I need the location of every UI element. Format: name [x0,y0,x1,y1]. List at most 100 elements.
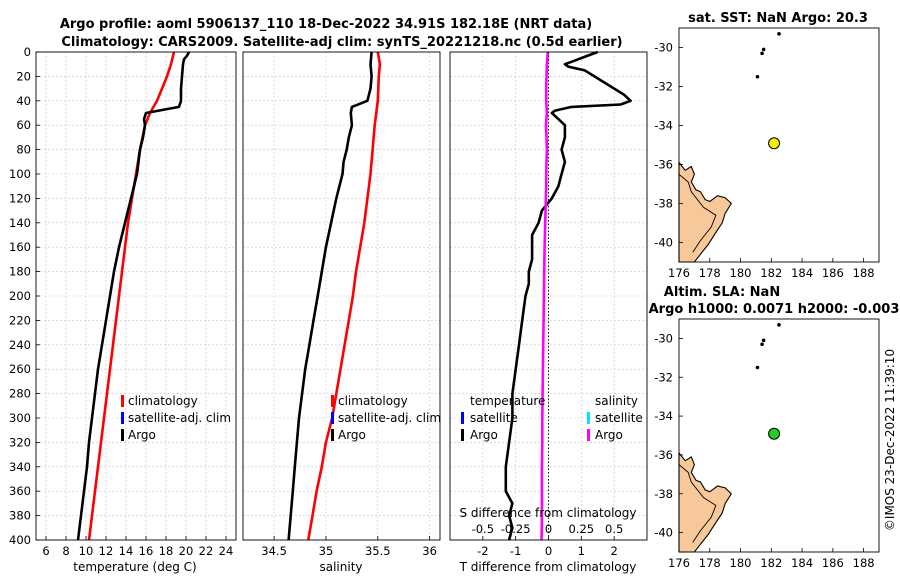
difference-panel: -2 -1 0 1 2 -0.5 -0.25 0 0.25 0.5 [449,50,648,558]
map-y-tick-label: -40 [654,526,673,540]
map-x-tick-label: 180 [730,556,752,570]
y-tick-label: 120 [9,191,31,205]
x-tick-label: 1 [578,544,585,558]
y-tick-label: 180 [9,265,31,279]
legend-climatology-label: climatology [128,394,198,408]
y-tick-label: 300 [9,411,31,425]
diff-legend-temperature-title: temperature [470,394,545,408]
x-tick-label: -1 [510,544,521,558]
sst-map-title: sat. SST: NaN Argo: 20.3 [688,11,868,26]
track-point [761,338,766,343]
y-tick-label: 140 [9,216,31,230]
x-tick-label: 34.5 [261,544,287,558]
series-line-climatology [87,51,176,541]
x-tick-label: 8 [62,544,69,558]
s-difference-xlabel: S difference from climatology [460,506,637,520]
y-tick-label: 360 [9,484,31,498]
x-tick-label: 0 [545,544,552,558]
sla-map-panel: 176 178 180 182 184 186 188 -40 -38 -36 -34 -32 -30 [654,318,880,570]
series-line-argo [287,51,373,541]
track-point [760,51,764,56]
map-y-tick-label: -40 [654,236,673,250]
map-y-tick-label: -38 [654,197,673,211]
y-tick-label: 240 [9,338,31,352]
diff-legend-s-satellite-swatch [587,412,590,424]
y-tick-label: 400 [9,533,31,547]
s-diff-tick-label: -0.25 [501,522,531,536]
map-x-tick-label: 184 [791,556,813,570]
series-line-argo [76,51,191,541]
x-tick-label: 35.5 [365,544,391,558]
x-tick-label: 2 [611,544,618,558]
x-tick-label: 20 [179,544,194,558]
map-y-tick-label: -34 [654,119,673,133]
series-line-t-difference-argo- [504,50,632,541]
legend-satellite-swatch [121,412,124,424]
map-x-tick-label: 180 [730,266,752,280]
series-line-climatology [307,51,382,541]
imos-timestamp-watermark: ©IMOS 23-Dec-2022 11:39:10 [883,349,897,531]
s-diff-tick-label: 0 [545,522,552,536]
map-y-tick-label: -36 [654,448,673,462]
map-y-tick-label: -38 [654,487,673,501]
y-tick-label: 80 [16,143,31,157]
land-polygon [678,160,733,263]
y-tick-label: 20 [16,69,31,83]
map-x-tick-label: 186 [822,266,844,280]
diff-legend-t-satellite-swatch [461,412,464,424]
map-x-tick-label: 188 [853,266,875,280]
shelf-contour-line [678,464,717,543]
x-tick-label: 6 [42,544,49,558]
map-x-tick-label: 184 [791,266,813,280]
x-tick-label: 22 [199,544,214,558]
salinity-legend: climatology satellite-adj. clim Argo [331,394,441,442]
sal-legend-climatology-label: climatology [338,394,408,408]
temperature-legend: climatology satellite-adj. clim Argo [121,394,231,442]
x-tick-label: 18 [159,544,174,558]
track-point [755,74,760,79]
sla-map-title-line-1: Altim. SLA: NaN [664,285,780,300]
x-tick-label: 24 [219,544,234,558]
sal-legend-argo-label: Argo [338,428,366,442]
salinity-panel: 34.5 35 35.5 36 [242,51,441,558]
diff-legend-s-argo-swatch [587,429,590,441]
sst-map-panel: 176 178 180 182 184 186 188 -40 -38 -36 -34 -32 -30 [654,27,880,280]
x-tick-label: 14 [119,544,134,558]
y-tick-label: 40 [16,94,31,108]
y-tick-label: 320 [9,435,31,449]
y-tick-label: 260 [9,362,31,376]
sla-map-title-line-2: Argo h1000: 0.0071 h2000: -0.003 [649,302,900,317]
track-point [760,342,764,347]
sal-legend-satellite-label: satellite-adj. clim [338,411,441,425]
salinity-xlabel: salinity [319,560,362,574]
x-tick-label: 35 [319,544,334,558]
s-diff-tick-label: -0.5 [472,522,494,536]
argo-position-marker [768,137,781,150]
plot-frame [242,51,441,541]
temperature-panel: 6 8 10 12 14 16 18 20 22 240204060801001201401601… [9,45,237,558]
map-y-tick-label: -32 [654,80,673,94]
title-line-1: Argo profile: aoml 5906137_110 18-Dec-20… [60,17,592,32]
track-point [761,47,766,52]
diff-legend-t-satellite-label: satellite [470,411,518,425]
map-x-tick-label: 178 [699,266,721,280]
shelf-contour-line [678,173,717,253]
map-y-tick-label: -30 [654,41,673,55]
y-tick-label: 380 [9,509,31,523]
x-tick-label: 12 [99,544,114,558]
legend-satellite-label: satellite-adj. clim [128,411,231,425]
difference-legend-salinity: salinity satellite Argo [587,394,643,442]
map-x-tick-label: 176 [668,266,690,280]
track-point [755,365,760,370]
sal-legend-climatology-swatch [331,395,334,407]
map-y-tick-label: -32 [654,370,673,384]
track-point [777,32,781,36]
y-tick-label: 0 [24,45,31,59]
map-frame [678,27,880,263]
diff-legend-salinity-title: salinity [595,394,638,408]
y-tick-label: 280 [9,387,31,401]
diff-legend-s-satellite-label: satellite [595,411,643,425]
legend-argo-label: Argo [128,428,156,442]
land-polygon [678,451,733,553]
